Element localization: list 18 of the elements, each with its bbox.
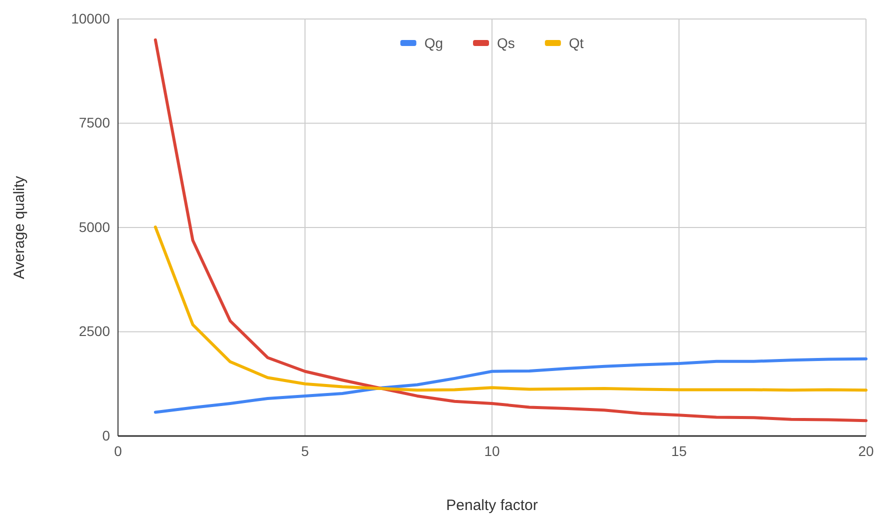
x-tick-label: 10: [484, 442, 500, 459]
legend-label: Qg: [424, 35, 444, 51]
y-tick-label: 2500: [78, 323, 110, 340]
x-tick-label: 15: [671, 442, 687, 459]
legend-label: Qs: [497, 35, 515, 51]
x-axis-title: Penalty factor: [446, 497, 538, 514]
x-tick-label: 20: [858, 442, 874, 459]
x-tick-label: 5: [301, 442, 310, 459]
y-tick-label: 5000: [78, 218, 110, 235]
legend-label: Qt: [568, 35, 584, 51]
y-tick-label: 7500: [78, 114, 110, 131]
y-axis-title: Average quality: [11, 175, 28, 280]
line-series: [154, 357, 868, 414]
y-tick-label: 10000: [71, 10, 110, 26]
line-series: [154, 226, 868, 392]
y-tick-label: 0: [102, 427, 110, 444]
x-tick-label: 0: [114, 442, 122, 459]
line-series: [154, 38, 868, 422]
